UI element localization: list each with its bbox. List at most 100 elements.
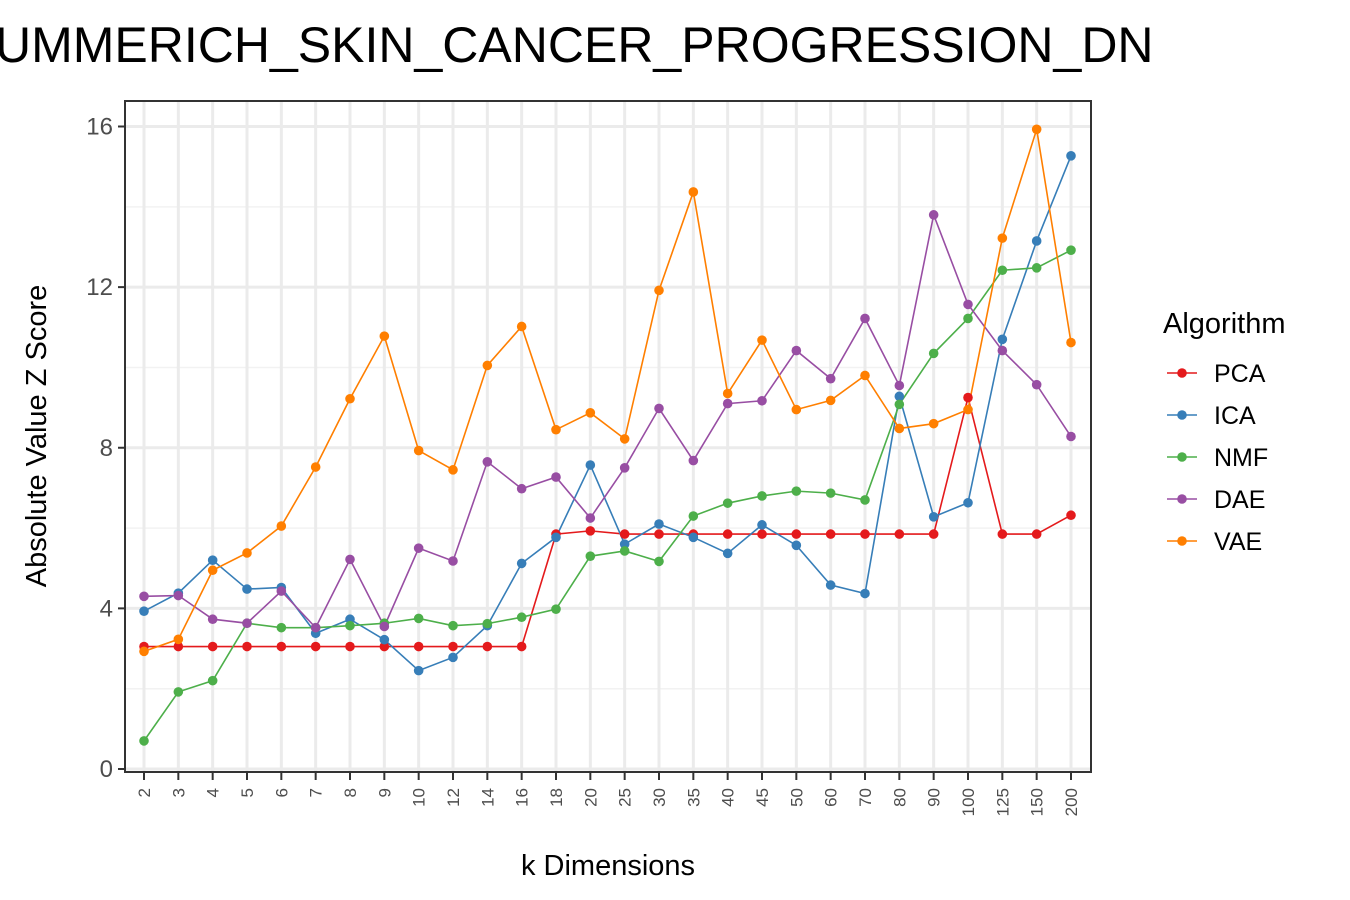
- x-tick-label: 5: [238, 788, 257, 797]
- x-tick-label: 70: [856, 788, 875, 807]
- data-point-dae: [654, 403, 664, 414]
- data-point-vae: [757, 335, 767, 345]
- data-point-vae: [928, 418, 939, 429]
- data-point-vae: [963, 404, 973, 415]
- data-point-vae: [139, 646, 149, 657]
- data-point-dae: [791, 345, 802, 356]
- x-tick-label: 14: [478, 788, 497, 807]
- data-point-pca: [413, 641, 424, 652]
- data-point-nmf: [173, 687, 184, 697]
- legend-key-point: [1177, 452, 1187, 462]
- x-tick-label: 60: [822, 788, 841, 807]
- data-point-pca: [448, 641, 458, 652]
- x-tick-label: 4: [204, 788, 223, 797]
- data-point-dae: [757, 395, 767, 406]
- data-point-pca: [997, 529, 1008, 539]
- legend-key-point: [1177, 368, 1187, 378]
- data-point-vae: [276, 521, 287, 531]
- data-point-dae: [1066, 431, 1076, 442]
- x-tick-label: 45: [753, 788, 772, 807]
- legend-label-ica: ICA: [1214, 402, 1256, 430]
- data-point-pca: [1066, 510, 1076, 521]
- data-point-pca: [963, 392, 973, 403]
- legend-items: PCA ICA NMF DAE VAE: [1167, 360, 1268, 556]
- data-point-pca: [860, 529, 870, 539]
- data-point-ica: [688, 532, 699, 543]
- data-point-nmf: [928, 348, 939, 359]
- x-axis: 2 3 4 5 6 7 8 9 10 12 14 16 18 20 25 30 35 40 45 50 60 70 80 90…: [135, 772, 1081, 816]
- data-point-ica: [619, 539, 630, 549]
- data-point-pca: [276, 641, 287, 652]
- data-point-vae: [894, 423, 905, 434]
- data-point-dae: [242, 618, 252, 629]
- data-point-pca: [207, 641, 218, 652]
- x-tick-label: 35: [684, 788, 703, 807]
- data-point-vae: [379, 331, 390, 341]
- data-point-dae: [963, 299, 973, 310]
- x-tick-label: 25: [616, 788, 635, 807]
- legend-label-vae: VAE: [1214, 528, 1262, 556]
- data-point-nmf: [963, 313, 973, 324]
- data-point-ica: [448, 652, 458, 663]
- data-point-ica: [860, 588, 870, 599]
- y-axis-title: Absolute Value Z Score: [21, 285, 53, 588]
- data-point-dae: [997, 345, 1008, 356]
- data-point-ica: [413, 665, 424, 676]
- data-point-dae: [379, 621, 390, 632]
- data-point-ica: [379, 634, 390, 645]
- data-point-ica: [207, 555, 218, 565]
- data-point-ica: [997, 334, 1008, 345]
- data-point-nmf: [413, 613, 424, 624]
- data-point-vae: [448, 465, 458, 475]
- data-point-ica: [894, 391, 905, 402]
- data-point-nmf: [139, 736, 149, 746]
- data-point-nmf: [585, 551, 596, 561]
- x-tick-label: 16: [513, 788, 532, 807]
- y-tick-label: 4: [100, 595, 113, 622]
- data-point-ica: [654, 519, 664, 529]
- x-tick-label: 30: [650, 788, 669, 807]
- data-point-ica: [1031, 236, 1042, 246]
- data-point-pca: [516, 641, 527, 652]
- data-point-ica: [963, 497, 973, 508]
- data-point-dae: [688, 455, 699, 466]
- data-point-dae: [551, 472, 561, 482]
- x-tick-label: 150: [1028, 788, 1047, 816]
- legend-key-point: [1177, 410, 1187, 420]
- data-point-pca: [585, 526, 596, 536]
- data-point-ica: [139, 606, 149, 616]
- x-tick-label: 80: [890, 788, 909, 807]
- x-tick-label: 20: [581, 788, 600, 807]
- x-tick-label: 6: [272, 788, 291, 797]
- x-tick-label: 40: [719, 788, 738, 807]
- data-point-pca: [310, 641, 321, 652]
- series-line-pca: [144, 397, 1072, 648]
- series-lines: [143, 129, 1072, 742]
- data-point-vae: [860, 370, 870, 381]
- data-point-pca: [654, 529, 664, 539]
- data-point-nmf: [825, 488, 836, 498]
- data-point-nmf: [791, 486, 802, 496]
- legend-label-pca: PCA: [1214, 360, 1266, 388]
- plot-background: [125, 101, 1091, 772]
- data-point-pca: [173, 641, 184, 652]
- data-point-nmf: [860, 495, 870, 505]
- data-point-nmf: [551, 604, 561, 614]
- data-point-pca: [791, 529, 802, 539]
- data-point-dae: [860, 313, 870, 324]
- data-point-ica: [757, 520, 767, 530]
- data-point-vae: [997, 233, 1008, 243]
- data-point-nmf: [894, 399, 905, 410]
- data-point-dae: [516, 483, 527, 494]
- data-point-dae: [173, 590, 184, 601]
- data-point-nmf: [688, 511, 699, 521]
- data-point-pca: [619, 529, 630, 539]
- x-tick-label: 3: [169, 788, 188, 797]
- x-tick-label: 8: [341, 788, 360, 797]
- data-point-vae: [413, 445, 424, 456]
- data-point-vae: [482, 360, 493, 371]
- data-point-vae: [722, 388, 733, 399]
- data-point-vae: [207, 565, 218, 576]
- data-point-ica: [1066, 151, 1076, 161]
